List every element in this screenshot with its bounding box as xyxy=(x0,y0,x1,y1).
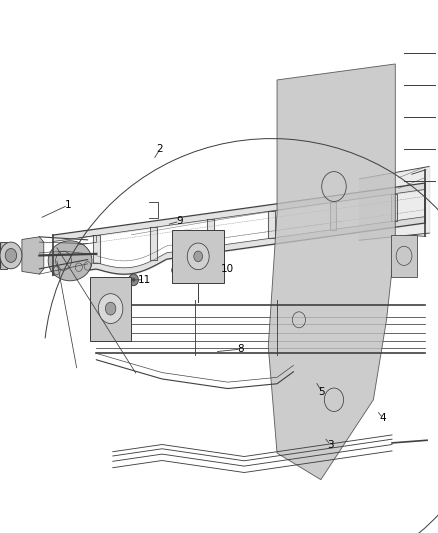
Text: 2: 2 xyxy=(156,144,163,154)
Text: 5: 5 xyxy=(318,387,325,397)
Polygon shape xyxy=(330,203,336,230)
Text: 1: 1 xyxy=(64,200,71,210)
Bar xyxy=(0,242,7,269)
Text: 8: 8 xyxy=(237,344,244,354)
Circle shape xyxy=(194,251,202,262)
Bar xyxy=(172,230,224,283)
Circle shape xyxy=(0,242,22,269)
Circle shape xyxy=(132,278,135,282)
Circle shape xyxy=(129,274,138,286)
Ellipse shape xyxy=(48,241,92,281)
Polygon shape xyxy=(268,64,395,480)
Text: 4: 4 xyxy=(380,414,387,423)
Text: 11: 11 xyxy=(138,275,151,285)
Text: 9: 9 xyxy=(176,216,183,226)
Bar xyxy=(391,235,417,277)
Circle shape xyxy=(187,243,209,270)
Circle shape xyxy=(172,266,179,274)
Bar xyxy=(90,277,131,341)
Text: 3: 3 xyxy=(327,440,334,450)
Polygon shape xyxy=(207,220,214,247)
Polygon shape xyxy=(22,237,44,274)
Polygon shape xyxy=(268,211,275,238)
Circle shape xyxy=(105,302,116,315)
Polygon shape xyxy=(391,193,398,221)
Polygon shape xyxy=(93,236,100,263)
Circle shape xyxy=(5,248,17,262)
Text: 10: 10 xyxy=(221,264,234,274)
Polygon shape xyxy=(150,228,156,260)
Circle shape xyxy=(98,294,123,324)
